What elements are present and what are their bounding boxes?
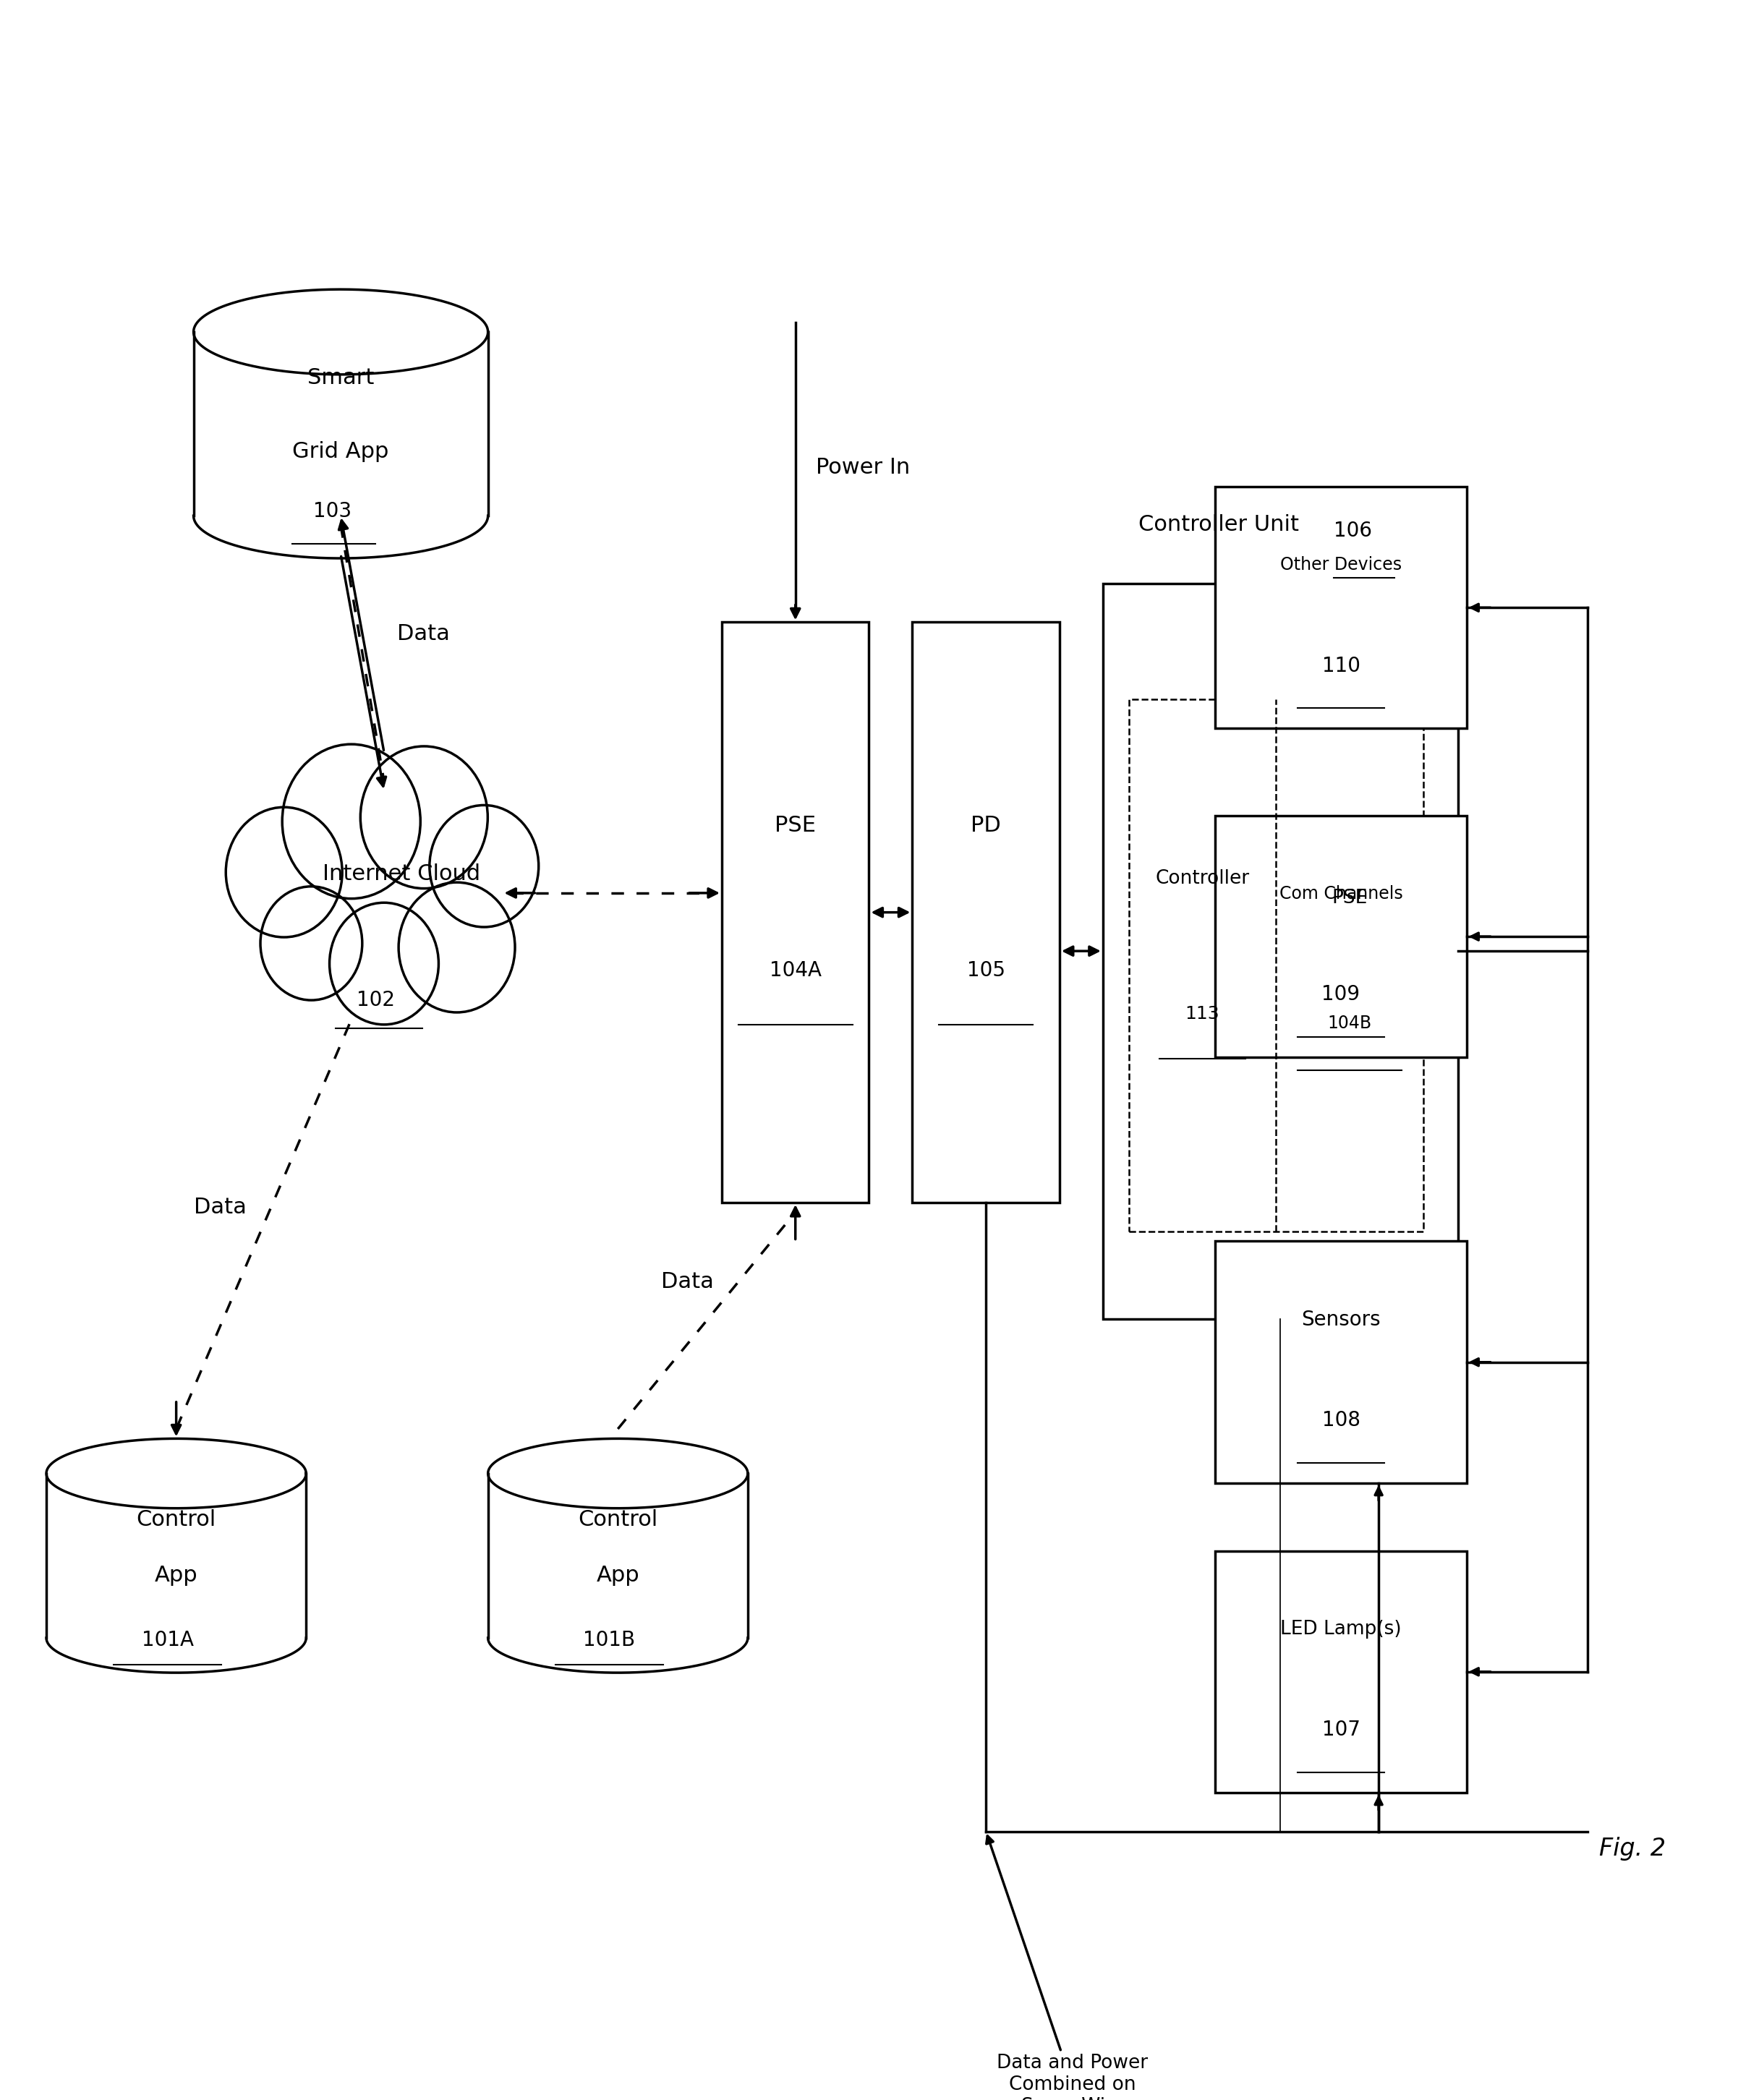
Text: 108: 108: [1323, 1409, 1361, 1430]
Text: Data: Data: [396, 624, 450, 645]
Bar: [1215, 1550, 1467, 1793]
Text: 106: 106: [1335, 521, 1373, 542]
Polygon shape: [488, 1439, 747, 1508]
Circle shape: [398, 882, 514, 1012]
Text: Control: Control: [579, 1510, 657, 1531]
Bar: [1215, 487, 1467, 729]
Polygon shape: [47, 1439, 306, 1508]
Circle shape: [261, 886, 362, 1000]
Bar: [721, 622, 869, 1203]
Text: Com Channels: Com Channels: [1279, 886, 1403, 903]
Polygon shape: [193, 290, 488, 374]
Text: 101A: 101A: [141, 1630, 193, 1651]
Text: App: App: [596, 1564, 640, 1586]
Text: 104A: 104A: [770, 960, 822, 981]
Bar: [912, 622, 1060, 1203]
Text: 113: 113: [1185, 1006, 1220, 1023]
Circle shape: [360, 745, 488, 888]
Bar: [488, 1474, 747, 1638]
Circle shape: [429, 804, 539, 926]
Text: Power In: Power In: [817, 458, 911, 479]
Bar: [47, 1474, 306, 1638]
Text: 109: 109: [1323, 985, 1361, 1004]
Text: Internet Cloud: Internet Cloud: [323, 863, 480, 884]
Text: 110: 110: [1323, 655, 1361, 676]
Text: App: App: [155, 1564, 198, 1586]
Text: 101B: 101B: [584, 1630, 636, 1651]
Text: Controller Unit: Controller Unit: [1138, 514, 1298, 536]
Bar: [193, 332, 488, 517]
Text: Other Devices: Other Devices: [1281, 557, 1403, 573]
Circle shape: [226, 806, 342, 937]
Text: 103: 103: [313, 502, 351, 521]
Bar: [1128, 699, 1423, 1231]
Text: Grid App: Grid App: [292, 441, 389, 462]
Text: LED Lamp(s): LED Lamp(s): [1281, 1619, 1401, 1638]
Text: Data: Data: [660, 1270, 714, 1292]
Text: Smart: Smart: [308, 368, 374, 388]
Text: Sensors: Sensors: [1302, 1310, 1380, 1329]
Bar: [1215, 1241, 1467, 1483]
Text: Data and Power
Combined on
Same Wire: Data and Power Combined on Same Wire: [987, 1835, 1149, 2100]
Text: PSE: PSE: [1331, 888, 1368, 907]
Text: 107: 107: [1323, 1720, 1361, 1741]
Text: Fig. 2: Fig. 2: [1599, 1838, 1665, 1861]
Text: Control: Control: [136, 1510, 216, 1531]
Circle shape: [282, 743, 421, 899]
Text: PSE: PSE: [775, 815, 817, 836]
Text: 105: 105: [966, 960, 1005, 981]
Bar: [1104, 584, 1458, 1319]
Circle shape: [330, 903, 438, 1025]
Text: PD: PD: [972, 815, 1001, 836]
Bar: [1215, 815, 1467, 1058]
Text: 104B: 104B: [1328, 1014, 1371, 1033]
Text: Data: Data: [193, 1197, 247, 1218]
Text: 102: 102: [356, 989, 395, 1010]
Text: Controller: Controller: [1156, 869, 1250, 888]
